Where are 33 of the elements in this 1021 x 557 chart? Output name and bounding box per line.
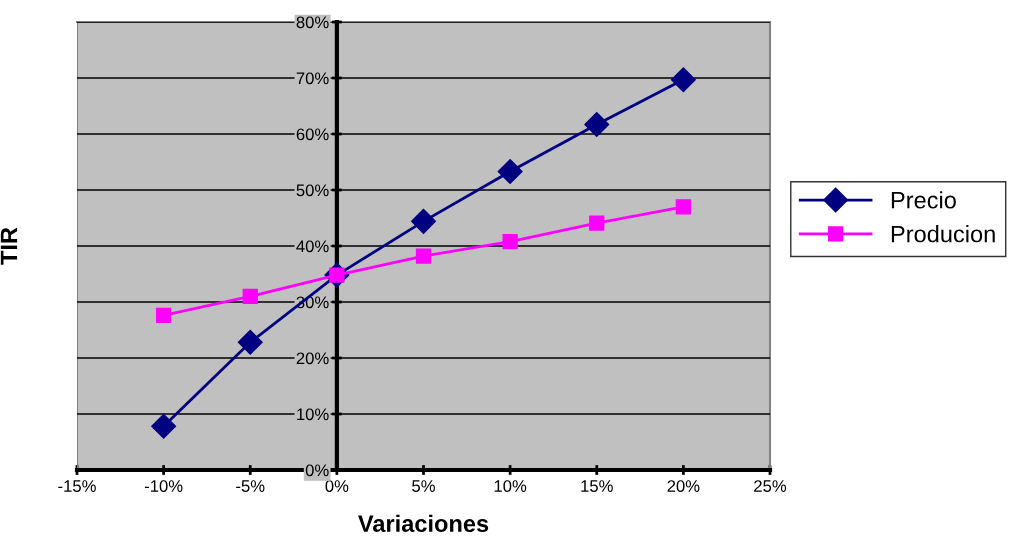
point xyxy=(584,111,610,137)
point xyxy=(670,67,696,93)
legend-label: Precio xyxy=(891,191,956,209)
point xyxy=(242,288,258,305)
point xyxy=(237,329,263,355)
point xyxy=(151,413,177,439)
point xyxy=(415,248,432,264)
x-tick-label: 10% xyxy=(494,480,527,492)
x-tick-label: -5% xyxy=(236,480,265,492)
y-axis-title: TIR xyxy=(0,227,18,265)
y-tick-label: 10% xyxy=(297,408,329,421)
y-tick-label: 40% xyxy=(296,240,329,253)
point xyxy=(411,208,436,234)
legend-label: Producion xyxy=(891,225,995,243)
x-tick-label: 5% xyxy=(412,480,435,492)
x-tick-label: 20% xyxy=(667,480,700,492)
point xyxy=(155,307,172,324)
point xyxy=(502,233,518,250)
x-axis-title: Variaciones xyxy=(358,514,489,533)
x-tick-label: -15% xyxy=(58,480,96,492)
x-tick-label: 0% xyxy=(325,480,349,492)
y-tick-label: 60% xyxy=(296,128,329,141)
point xyxy=(675,199,692,215)
x-tick-label: 15% xyxy=(581,480,613,492)
y-tick-label: 80% xyxy=(296,16,329,29)
x-tick-label: -10% xyxy=(144,480,183,492)
point xyxy=(589,215,605,231)
y-tick-label: 0% xyxy=(305,464,329,477)
x-tick-label: 25% xyxy=(754,480,787,492)
y-tick-label: 20% xyxy=(296,352,329,365)
point xyxy=(497,159,523,184)
y-tick-label: 70% xyxy=(296,72,329,85)
y-tick-label: 50% xyxy=(296,184,329,197)
